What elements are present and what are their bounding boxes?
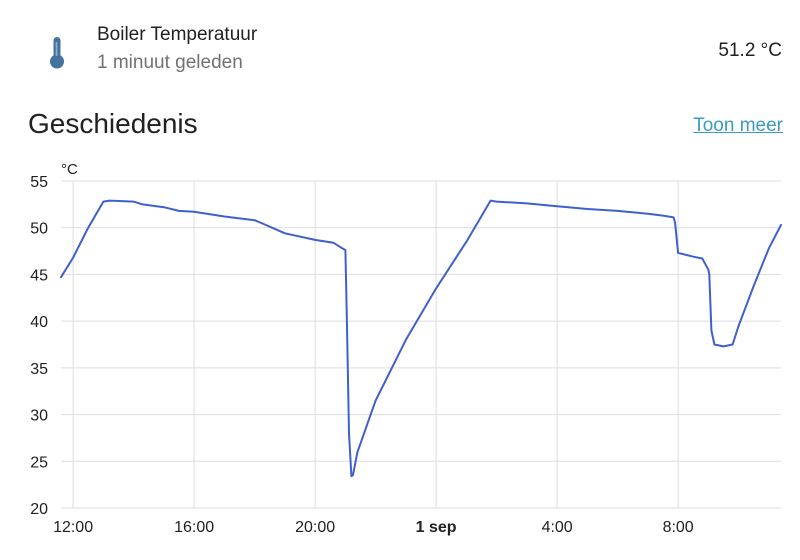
temperature-series-line [60,199,782,478]
x-tick-label: 16:00 [174,519,214,536]
entity-name[interactable]: Boiler Temperatuur [97,24,258,45]
y-tick-label: 50 [30,221,48,238]
y-tick-label: 55 [30,174,48,191]
entity-state-value: 51.2 °C [718,40,782,61]
x-tick-label: 1 sep [416,519,457,536]
history-chart[interactable]: 20 25 30 35 40 45 50 55 12:00 16:00 20:00 1 sep 4:00… [0,150,800,560]
entity-row[interactable]: Boiler Temperatuur 1 minuut geleden 51.2… [0,0,800,100]
x-tick-label: 8:00 [663,519,694,536]
history-title: Geschiedenis [28,108,198,139]
y-axis-unit-label: °C [61,161,78,178]
x-tick-label: 4:00 [542,519,573,536]
last-changed-text: 1 minuut geleden [97,52,243,73]
x-tick-label: 12:00 [53,519,93,536]
show-more-link[interactable]: Toon meer [693,115,783,136]
thermometer-icon [50,37,64,69]
y-tick-label: 45 [30,267,48,284]
y-tick-label: 40 [30,314,48,331]
y-tick-label: 30 [30,408,48,425]
y-tick-label: 35 [30,361,48,378]
x-tick-label: 20:00 [295,519,335,536]
y-tick-label: 20 [30,501,48,518]
y-tick-label: 25 [30,454,48,471]
